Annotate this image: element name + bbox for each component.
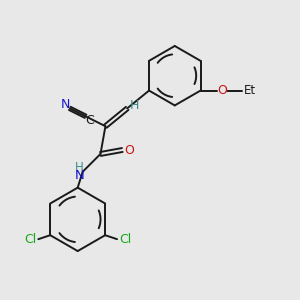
Text: Et: Et — [244, 84, 256, 97]
Text: N: N — [61, 98, 70, 111]
Text: H: H — [130, 99, 139, 112]
Text: O: O — [124, 143, 134, 157]
Text: H: H — [75, 161, 84, 174]
Text: Cl: Cl — [119, 233, 131, 246]
Text: O: O — [218, 84, 227, 97]
Text: Cl: Cl — [24, 233, 37, 246]
Text: C: C — [85, 114, 94, 127]
Text: N: N — [75, 169, 85, 182]
